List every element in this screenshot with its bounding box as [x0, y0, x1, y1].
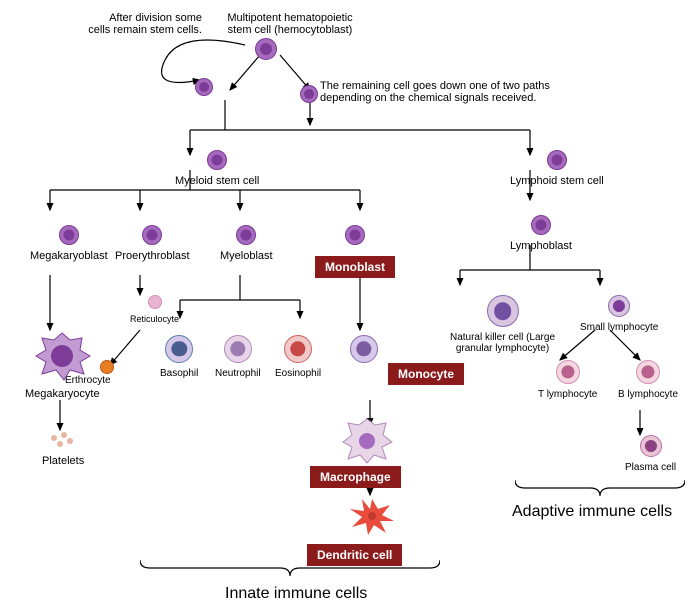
caption-two-paths: The remaining cell goes down one of two … — [320, 80, 620, 104]
cell-megakaryocyte: Megakaryocyte — [25, 328, 100, 400]
cell-myeloblast: Myeloblast — [220, 225, 273, 262]
cell-dendritic — [348, 495, 396, 542]
badge-monocyte: Monocyte — [388, 363, 464, 385]
label-lymphoid-stem: Lymphoid stem cell — [510, 175, 604, 187]
cell-reticulocyte: Reticulocyte — [130, 295, 179, 324]
label-adaptive: Adaptive immune cells — [512, 503, 672, 521]
label-myeloblast: Myeloblast — [220, 250, 273, 262]
cell-myeloid-stem: Myeloid stem cell — [175, 150, 259, 187]
platelets-icon — [48, 430, 78, 450]
brace-adaptive — [515, 480, 685, 500]
badge-macrophage: Macrophage — [310, 466, 401, 488]
macrophage-icon — [340, 415, 395, 465]
cell-monocyte — [350, 335, 378, 368]
cell-daughter-left — [195, 78, 213, 101]
cell-nk: Natural killer cell (Largegranular lymph… — [435, 295, 570, 354]
label-platelets: Platelets — [42, 455, 84, 467]
label-megakaryocyte: Megakaryocyte — [25, 388, 100, 400]
label-neutrophil: Neutrophil — [215, 368, 261, 379]
cell-small-lymph: Small lymphocyte — [580, 295, 658, 333]
label-lymphoblast: Lymphoblast — [510, 240, 572, 252]
label-eosinophil: Eosinophil — [275, 368, 321, 379]
cell-monoblast — [345, 225, 365, 250]
dendritic-icon — [348, 495, 396, 537]
cell-proerythroblast: Proerythroblast — [115, 225, 190, 262]
label-t-lymph: T lymphocyte — [538, 389, 597, 400]
cell-megakaryoblast: Megakaryoblast — [30, 225, 108, 262]
cell-b-lymph: B lymphocyte — [618, 360, 678, 400]
label-b-lymph: B lymphocyte — [618, 389, 678, 400]
cell-neutrophil: Neutrophil — [215, 335, 261, 379]
label-small-lymph: Small lymphocyte — [580, 322, 658, 333]
cell-hemocytoblast — [255, 38, 277, 65]
label-myeloid-stem: Myeloid stem cell — [175, 175, 259, 187]
brace-innate — [140, 560, 440, 580]
label-innate: Innate immune cells — [225, 585, 367, 603]
cell-lymphoblast: Lymphoblast — [510, 215, 572, 252]
badge-monoblast: Monoblast — [315, 256, 395, 278]
cell-platelets: Platelets — [42, 430, 84, 467]
cell-t-lymph: T lymphocyte — [538, 360, 597, 400]
label-nk: Natural killer cell (Largegranular lymph… — [435, 332, 570, 354]
label-plasma: Plasma cell — [625, 462, 676, 473]
caption-root: Multipotent hematopoieticstem cell (hemo… — [210, 12, 370, 36]
cell-plasma: Plasma cell — [625, 435, 676, 473]
cell-lymphoid-stem: Lymphoid stem cell — [510, 150, 604, 187]
label-proerythroblast: Proerythroblast — [115, 250, 190, 262]
label-megakaryoblast: Megakaryoblast — [30, 250, 108, 262]
label-reticulocyte: Reticulocyte — [130, 314, 179, 324]
megakaryocyte-icon — [32, 328, 92, 383]
cell-macrophage — [340, 415, 395, 470]
cell-daughter-right — [300, 85, 318, 108]
cell-basophil: Basophil — [160, 335, 198, 379]
cell-eosinophil: Eosinophil — [275, 335, 321, 379]
caption-stem-remain: After division somecells remain stem cel… — [62, 12, 202, 36]
label-basophil: Basophil — [160, 368, 198, 379]
